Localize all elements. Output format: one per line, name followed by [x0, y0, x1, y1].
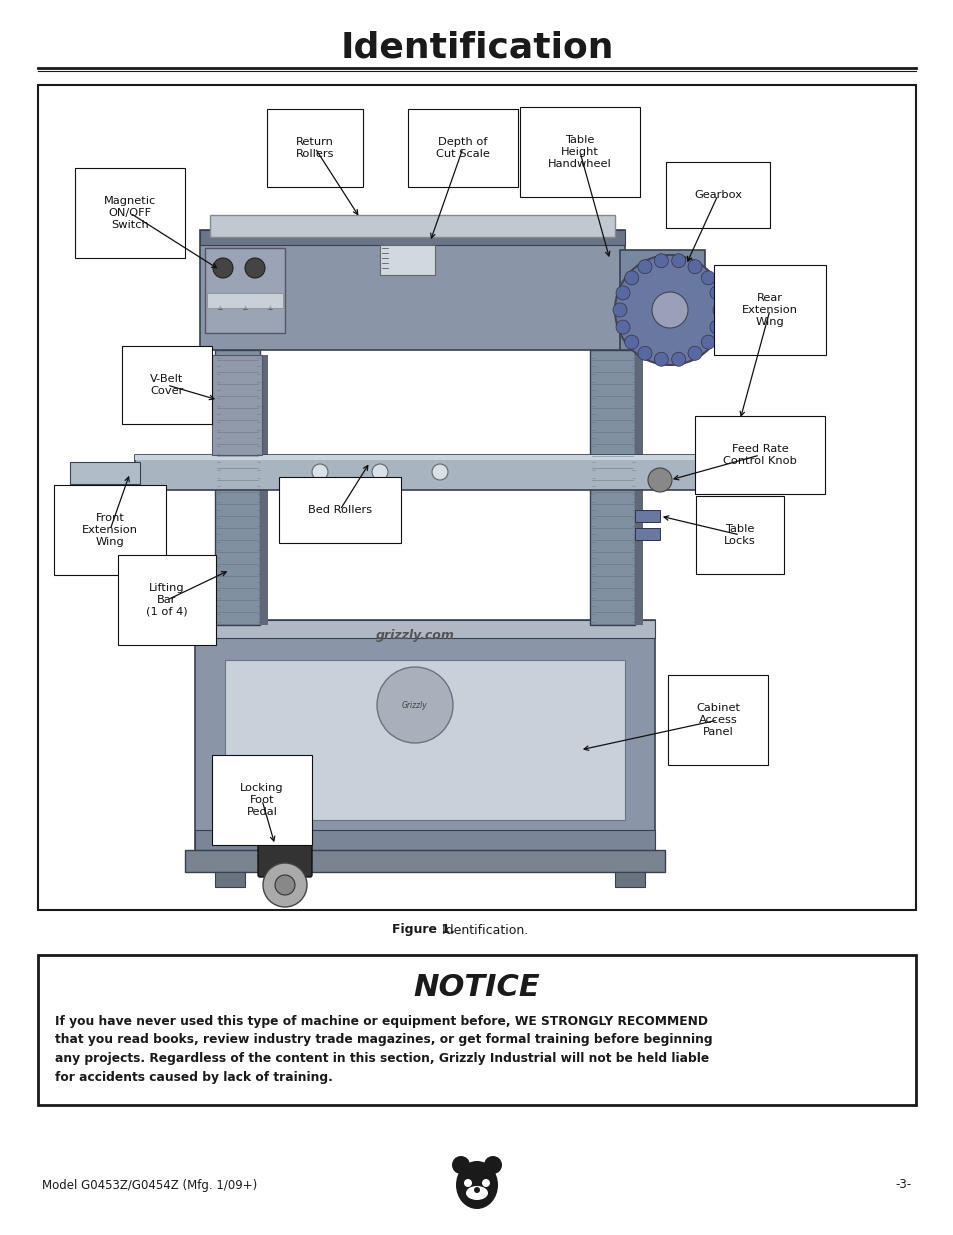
Text: Lifting
Bar
(1 of 4): Lifting Bar (1 of 4)	[146, 583, 188, 616]
Circle shape	[687, 259, 701, 274]
Text: Table
Height
Handwheel: Table Height Handwheel	[548, 136, 611, 169]
Text: Table
Locks: Table Locks	[723, 524, 755, 546]
FancyBboxPatch shape	[257, 839, 312, 877]
Circle shape	[263, 863, 307, 906]
Circle shape	[376, 667, 453, 743]
Circle shape	[245, 258, 265, 278]
Bar	[635, 529, 659, 540]
Circle shape	[671, 253, 685, 268]
Circle shape	[613, 303, 626, 317]
Circle shape	[616, 285, 629, 300]
Bar	[185, 850, 664, 872]
Circle shape	[647, 468, 671, 492]
Text: Bed Rollers: Bed Rollers	[308, 505, 372, 515]
Text: Model G0453Z/G0454Z (Mfg. 1/09+): Model G0453Z/G0454Z (Mfg. 1/09+)	[42, 1178, 257, 1192]
Text: Gearbox: Gearbox	[693, 190, 741, 200]
Circle shape	[615, 254, 724, 366]
Bar	[70, 462, 140, 484]
Bar	[135, 454, 709, 490]
Text: Identification.: Identification.	[437, 924, 528, 936]
Text: Rear
Extension
Wing: Rear Extension Wing	[741, 294, 797, 326]
Bar	[135, 454, 709, 459]
Circle shape	[432, 464, 448, 480]
Text: If you have never used this type of machine or equipment before, WE STRONGLY REC: If you have never used this type of mach…	[55, 1015, 712, 1083]
Circle shape	[651, 291, 687, 329]
Circle shape	[274, 876, 294, 895]
Text: Feed Rate
Control Knob: Feed Rate Control Knob	[722, 445, 796, 466]
Bar	[194, 620, 655, 638]
Bar	[205, 248, 285, 333]
Ellipse shape	[456, 1161, 497, 1209]
Circle shape	[700, 335, 715, 350]
Circle shape	[213, 258, 233, 278]
Circle shape	[624, 335, 638, 350]
Bar	[379, 245, 435, 275]
Text: ⚠: ⚠	[242, 305, 247, 310]
Circle shape	[700, 270, 715, 285]
Circle shape	[687, 346, 701, 361]
Text: ⚠: ⚠	[217, 305, 222, 310]
Bar	[615, 872, 644, 887]
Circle shape	[463, 1179, 472, 1187]
Bar	[214, 350, 260, 625]
Circle shape	[481, 1179, 490, 1187]
Text: Grizzly: Grizzly	[402, 700, 428, 709]
Circle shape	[638, 259, 651, 274]
Circle shape	[654, 253, 668, 268]
Bar	[200, 230, 624, 245]
Text: Locking
Foot
Pedal: Locking Foot Pedal	[240, 783, 283, 816]
Text: Cabinet
Access
Panel: Cabinet Access Panel	[696, 704, 740, 736]
Text: Identification: Identification	[340, 31, 613, 65]
Text: Figure 1.: Figure 1.	[392, 924, 455, 936]
Bar	[194, 830, 655, 850]
Bar	[38, 85, 915, 910]
Bar	[194, 620, 655, 850]
Bar	[635, 354, 642, 625]
Circle shape	[712, 303, 726, 317]
Bar	[214, 872, 245, 887]
Bar	[210, 215, 615, 237]
Bar	[589, 350, 635, 625]
Text: NOTICE: NOTICE	[414, 972, 539, 1002]
Text: -3-: -3-	[895, 1178, 911, 1192]
Text: grizzly.com: grizzly.com	[375, 629, 454, 641]
Circle shape	[616, 320, 629, 335]
Circle shape	[709, 320, 723, 335]
Bar	[635, 510, 659, 522]
Text: Return
Rollers: Return Rollers	[295, 137, 334, 159]
Bar	[225, 659, 624, 820]
Circle shape	[624, 270, 638, 285]
Bar	[704, 445, 800, 490]
Text: ⚠: ⚠	[267, 305, 273, 310]
Bar	[200, 230, 624, 350]
Circle shape	[483, 1156, 501, 1174]
Bar	[38, 955, 915, 1105]
Text: V-Belt
Cover: V-Belt Cover	[151, 374, 184, 395]
Text: Front
Extension
Wing: Front Extension Wing	[82, 514, 138, 547]
Text: Magnetic
ON/OFF
Switch: Magnetic ON/OFF Switch	[104, 196, 156, 230]
Circle shape	[452, 1156, 470, 1174]
Bar	[704, 445, 800, 450]
Circle shape	[372, 464, 388, 480]
Text: Depth of
Cut Scale: Depth of Cut Scale	[436, 137, 490, 159]
Circle shape	[654, 352, 668, 367]
Bar	[260, 354, 268, 625]
Circle shape	[474, 1187, 479, 1193]
Ellipse shape	[465, 1186, 488, 1200]
Circle shape	[312, 464, 328, 480]
Circle shape	[671, 352, 685, 367]
Circle shape	[638, 346, 651, 361]
Bar	[207, 293, 283, 308]
Bar	[212, 354, 262, 454]
Bar	[619, 249, 704, 350]
Circle shape	[709, 285, 723, 300]
